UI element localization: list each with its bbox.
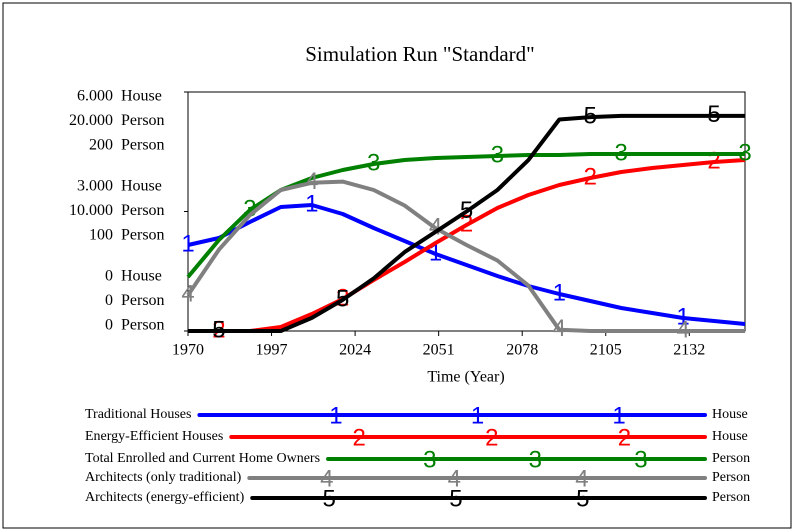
x-tick-label: 2078 xyxy=(506,342,538,359)
series-marker: 4 xyxy=(676,316,689,343)
legend-unit: Person xyxy=(712,490,750,505)
y-axis-unit: House xyxy=(121,178,162,195)
y-tick-label: 3.000 xyxy=(77,178,113,195)
legend-marker: 2 xyxy=(485,424,498,451)
legend-marker: 5 xyxy=(449,485,462,512)
series-marker: 5 xyxy=(212,316,225,343)
legend-label: Traditional Houses xyxy=(85,407,191,422)
series-line xyxy=(187,203,746,326)
y-tick-label: 0 xyxy=(105,317,113,334)
y-axis-unit: Person xyxy=(121,112,165,129)
x-axis-label: Time (Year) xyxy=(427,369,504,386)
x-tick-label: 2024 xyxy=(339,342,371,359)
series-marker: 5 xyxy=(336,285,349,312)
chart-title: Simulation Run "Standard" xyxy=(305,42,534,66)
x-tick-label: 2105 xyxy=(590,342,622,359)
y-tick-label: 20.000 xyxy=(69,112,113,129)
y-tick-label: 200 xyxy=(89,137,113,154)
y-axis-unit: Person xyxy=(121,292,165,309)
series-marker: 4 xyxy=(181,280,194,307)
legend-marker: 3 xyxy=(529,446,542,473)
series-marker: 3 xyxy=(243,195,256,222)
series-marker: 2 xyxy=(584,163,597,190)
y-axis-unit: Person xyxy=(121,317,165,334)
y-axis-unit: Person xyxy=(121,227,165,244)
y-tick-label: 6.000 xyxy=(77,88,113,105)
legend-marker: 5 xyxy=(576,485,589,512)
x-tick-label: 1970 xyxy=(172,342,204,359)
legend-label: Energy-Efficient Houses xyxy=(85,429,223,444)
x-tick-label: 2051 xyxy=(423,342,455,359)
series-marker: 1 xyxy=(305,190,318,217)
x-tick-label: 1997 xyxy=(256,342,288,359)
series-marker: 5 xyxy=(584,102,597,129)
series-marker: 5 xyxy=(707,101,720,128)
y-axis-unit: Person xyxy=(121,137,165,154)
legend-marker: 1 xyxy=(612,402,625,429)
y-tick-label: 100 xyxy=(89,227,113,244)
series-marker: 3 xyxy=(367,149,380,176)
series-line xyxy=(188,158,746,333)
y-tick-label: 10.000 xyxy=(69,202,113,219)
legend-label: Total Enrolled and Current Home Owners xyxy=(85,451,320,466)
series-marker: 4 xyxy=(553,315,566,342)
legend-marker: 2 xyxy=(353,424,366,451)
y-axis-unit: House xyxy=(121,88,162,105)
series-marker: 2 xyxy=(460,210,473,237)
series-marker: 1 xyxy=(181,230,194,257)
legend-unit: Person xyxy=(712,470,750,485)
series-marker: 1 xyxy=(553,279,566,306)
series-line xyxy=(188,113,745,333)
legend-marker: 1 xyxy=(471,402,484,429)
legend-marker: 1 xyxy=(329,402,342,429)
series-marker: 2 xyxy=(707,147,720,174)
y-tick-label: 0 xyxy=(105,292,113,309)
y-tick-label: 0 xyxy=(105,268,113,285)
legend-marker: 3 xyxy=(634,446,647,473)
legend-unit: Person xyxy=(712,451,750,466)
series-marker: 3 xyxy=(491,141,504,168)
series-line xyxy=(186,179,745,333)
legend-marker: 2 xyxy=(618,424,631,451)
legend-marker: 4 xyxy=(575,465,588,492)
series-marker: 3 xyxy=(738,139,751,166)
legend-marker: 5 xyxy=(323,485,336,512)
series-marker: 4 xyxy=(305,168,318,195)
series-marker: 1 xyxy=(676,303,689,330)
series-marker: 3 xyxy=(615,139,628,166)
legend-label: Architects (energy-efficient) xyxy=(85,490,245,505)
legend-unit: House xyxy=(712,407,748,422)
legend-marker: 4 xyxy=(320,465,333,492)
y-axis-unit: Person xyxy=(121,202,165,219)
legend-unit: House xyxy=(712,429,748,444)
y-axis-unit: House xyxy=(121,268,162,285)
series-marker: 5 xyxy=(460,197,473,224)
legend-marker: 3 xyxy=(423,446,436,473)
legend-label: Architects (only traditional) xyxy=(85,470,242,485)
x-tick-label: 2132 xyxy=(673,342,705,359)
legend-marker: 4 xyxy=(448,465,461,492)
